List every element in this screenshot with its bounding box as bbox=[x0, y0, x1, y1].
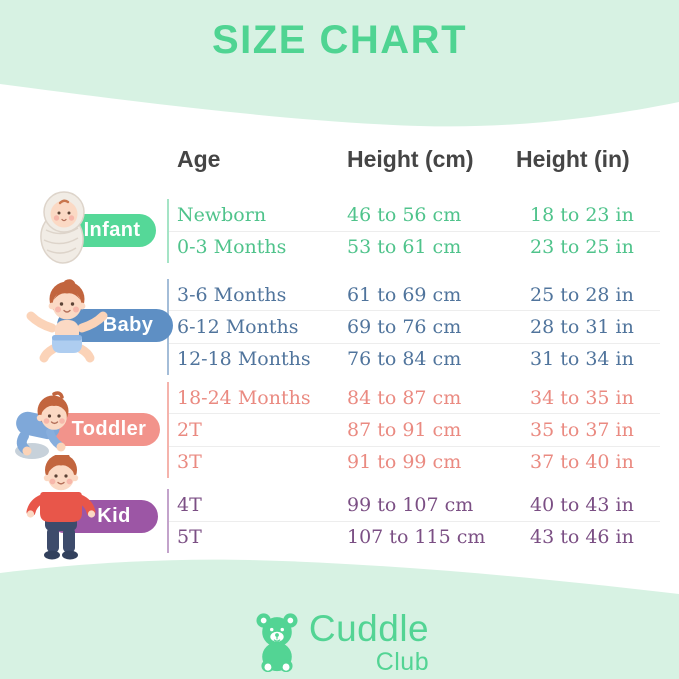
section-infant: Infant Newborn 46 to 56 cm 18 to 23 in 0… bbox=[30, 191, 660, 264]
height-in-cell: 40 to 43 in bbox=[530, 493, 634, 516]
table-row: 3T 91 to 99 cm 37 to 40 in bbox=[169, 445, 660, 478]
table-row: 6-12 Months 69 to 76 cm 28 to 31 in bbox=[169, 310, 660, 342]
age-cell: 4T bbox=[177, 493, 202, 516]
crawling-toddler-icon bbox=[15, 391, 69, 459]
section-kid: Kid 4T 99 to 107 cm 40 to 43 in 5T 107 t… bbox=[26, 455, 660, 560]
kid-rows: 4T 99 to 107 cm 40 to 43 in 5T 107 to 11… bbox=[167, 489, 660, 553]
sitting-baby-icon bbox=[26, 279, 108, 363]
swaddled-infant-icon bbox=[40, 191, 85, 264]
table-row: 5T 107 to 115 cm 43 to 46 in bbox=[169, 520, 660, 554]
height-cm-cell: 69 to 76 cm bbox=[347, 315, 462, 338]
header-height-cm: Height (cm) bbox=[347, 146, 474, 172]
age-cell: 5T bbox=[177, 526, 202, 549]
section-baby: Baby 3-6 Months 61 to 69 cm 25 to 28 in … bbox=[26, 279, 660, 375]
height-cm-cell: 61 to 69 cm bbox=[347, 283, 462, 306]
age-cell: 6-12 Months bbox=[177, 315, 299, 338]
age-cell: 0-3 Months bbox=[177, 236, 287, 259]
height-in-cell: 25 to 28 in bbox=[530, 283, 634, 306]
age-cell: 18-24 Months bbox=[177, 386, 311, 409]
table-row: 12-18 Months 76 to 84 cm 31 to 34 in bbox=[169, 342, 660, 375]
height-cm-cell: 76 to 84 cm bbox=[347, 348, 462, 371]
baby-pill-label: Baby bbox=[102, 314, 154, 336]
height-cm-cell: 99 to 107 cm bbox=[347, 493, 474, 516]
table-row: 3-6 Months 61 to 69 cm 25 to 28 in bbox=[169, 279, 660, 310]
brand-logo: Cuddle Club bbox=[0, 610, 679, 675]
brand-suffix: Club bbox=[375, 648, 430, 676]
height-in-cell: 34 to 35 in bbox=[530, 386, 634, 409]
header-height-in: Height (in) bbox=[516, 146, 630, 172]
height-in-cell: 43 to 46 in bbox=[530, 526, 634, 549]
table-row: 18-24 Months 84 to 87 cm 34 to 35 in bbox=[169, 382, 660, 413]
height-in-cell: 35 to 37 in bbox=[530, 418, 634, 441]
height-cm-cell: 87 to 91 cm bbox=[347, 418, 462, 441]
age-cell: 3T bbox=[177, 451, 202, 474]
section-toddler: Toddler 18-24 Months 84 to 87 cm 34 to 3… bbox=[15, 382, 660, 478]
standing-kid-icon bbox=[26, 455, 96, 560]
height-in-cell: 31 to 34 in bbox=[530, 348, 634, 371]
table-row: 0-3 Months 53 to 61 cm 23 to 25 in bbox=[169, 230, 660, 264]
height-in-cell: 28 to 31 in bbox=[530, 315, 634, 338]
page-title: SIZE CHART bbox=[212, 18, 467, 62]
height-in-cell: 37 to 40 in bbox=[530, 451, 634, 474]
age-cell: Newborn bbox=[177, 203, 267, 226]
kid-pill-label: Kid bbox=[97, 505, 131, 527]
height-cm-cell: 107 to 115 cm bbox=[347, 526, 486, 549]
brand-name: Cuddle bbox=[308, 608, 430, 649]
table-row: 4T 99 to 107 cm 40 to 43 in bbox=[169, 489, 660, 521]
age-cell: 12-18 Months bbox=[177, 348, 311, 371]
age-cell: 2T bbox=[177, 418, 202, 441]
height-cm-cell: 91 to 99 cm bbox=[347, 451, 462, 474]
table-row: 2T 87 to 91 cm 35 to 37 in bbox=[169, 413, 660, 445]
age-cell: 3-6 Months bbox=[177, 283, 287, 306]
infant-pill-label: Infant bbox=[83, 219, 141, 241]
height-cm-cell: 53 to 61 cm bbox=[347, 236, 462, 259]
infant-rows: Newborn 46 to 56 cm 18 to 23 in 0-3 Mont… bbox=[167, 199, 660, 263]
header-age: Age bbox=[177, 146, 221, 172]
toddler-pill-label: Toddler bbox=[71, 418, 147, 440]
height-in-cell: 23 to 25 in bbox=[530, 236, 634, 259]
height-cm-cell: 84 to 87 cm bbox=[347, 386, 462, 409]
height-cm-cell: 46 to 56 cm bbox=[347, 203, 462, 226]
toddler-rows: 18-24 Months 84 to 87 cm 34 to 35 in 2T … bbox=[167, 382, 660, 478]
baby-rows: 3-6 Months 61 to 69 cm 25 to 28 in 6-12 … bbox=[167, 279, 660, 375]
brand-logo-text: Cuddle Club bbox=[309, 610, 429, 675]
height-in-cell: 18 to 23 in bbox=[530, 203, 634, 226]
table-header: Age Height (cm) Height (in) bbox=[177, 146, 660, 173]
table-row: Newborn 46 to 56 cm 18 to 23 in bbox=[169, 199, 660, 231]
teddy-bear-icon bbox=[256, 613, 298, 673]
